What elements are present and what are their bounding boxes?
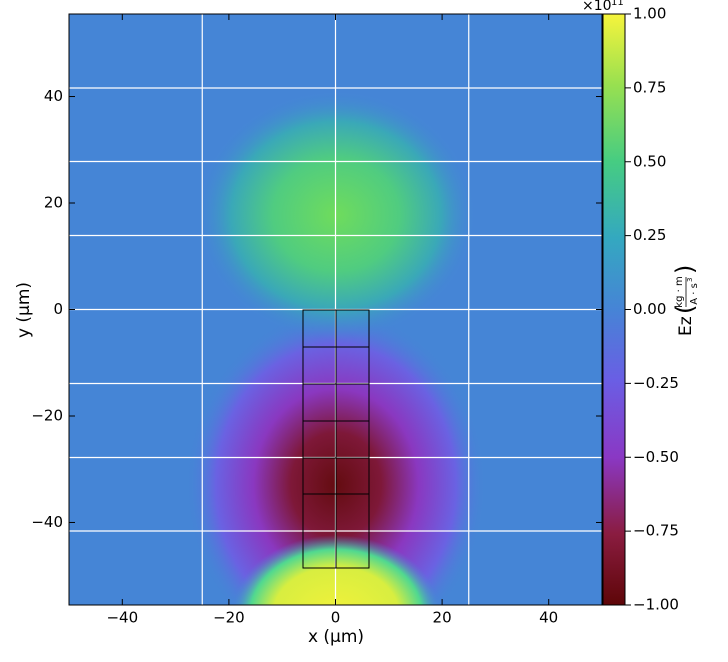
colorbar-tick-label: 1.00 [633, 5, 666, 23]
y-tick-label: 0 [53, 300, 63, 318]
structure [302, 309, 370, 569]
colorbar-label: Ez ( kg · m A · s 3 ) [671, 265, 700, 336]
paren: ( [671, 305, 699, 314]
colorbar-tick-label: −0.50 [633, 448, 679, 466]
colorbar-tick-label: 0.50 [633, 152, 666, 170]
colorbar [602, 13, 626, 606]
y-axis-label: y (μm) [14, 282, 34, 338]
unit-numerator: kg · m [674, 276, 685, 307]
colorbar-label-text: Ez [676, 316, 696, 336]
colorbar-offset-exponent: 11 [611, 0, 624, 8]
unit-exponent: 3 [686, 278, 694, 282]
paren: ) [671, 265, 699, 274]
colorbar-tick-label: 0.25 [633, 226, 666, 244]
colorbar-tick-label: −0.25 [633, 374, 679, 392]
y-tick-label: −20 [31, 406, 63, 424]
colorbar-tick-label: 0.00 [633, 300, 666, 318]
x-tick-label: 0 [331, 609, 341, 627]
colorbar-tick-label: 0.75 [633, 78, 666, 96]
x-tick-label: 40 [539, 609, 558, 627]
x-axis-label: x (μm) [308, 627, 364, 647]
colorbar-offset: ×10 [582, 0, 612, 14]
x-tick-label: 20 [433, 609, 452, 627]
x-tick-label: −20 [213, 609, 245, 627]
colorbar-tick-label: −0.75 [633, 522, 679, 540]
y-tick-label: 40 [44, 87, 63, 105]
y-tick-label: 20 [44, 194, 63, 212]
colorbar-tick-label: −1.00 [633, 596, 679, 614]
x-tick-label: −40 [106, 609, 138, 627]
unit-denominator: A · s [689, 283, 700, 305]
y-tick-label: −40 [31, 513, 63, 531]
